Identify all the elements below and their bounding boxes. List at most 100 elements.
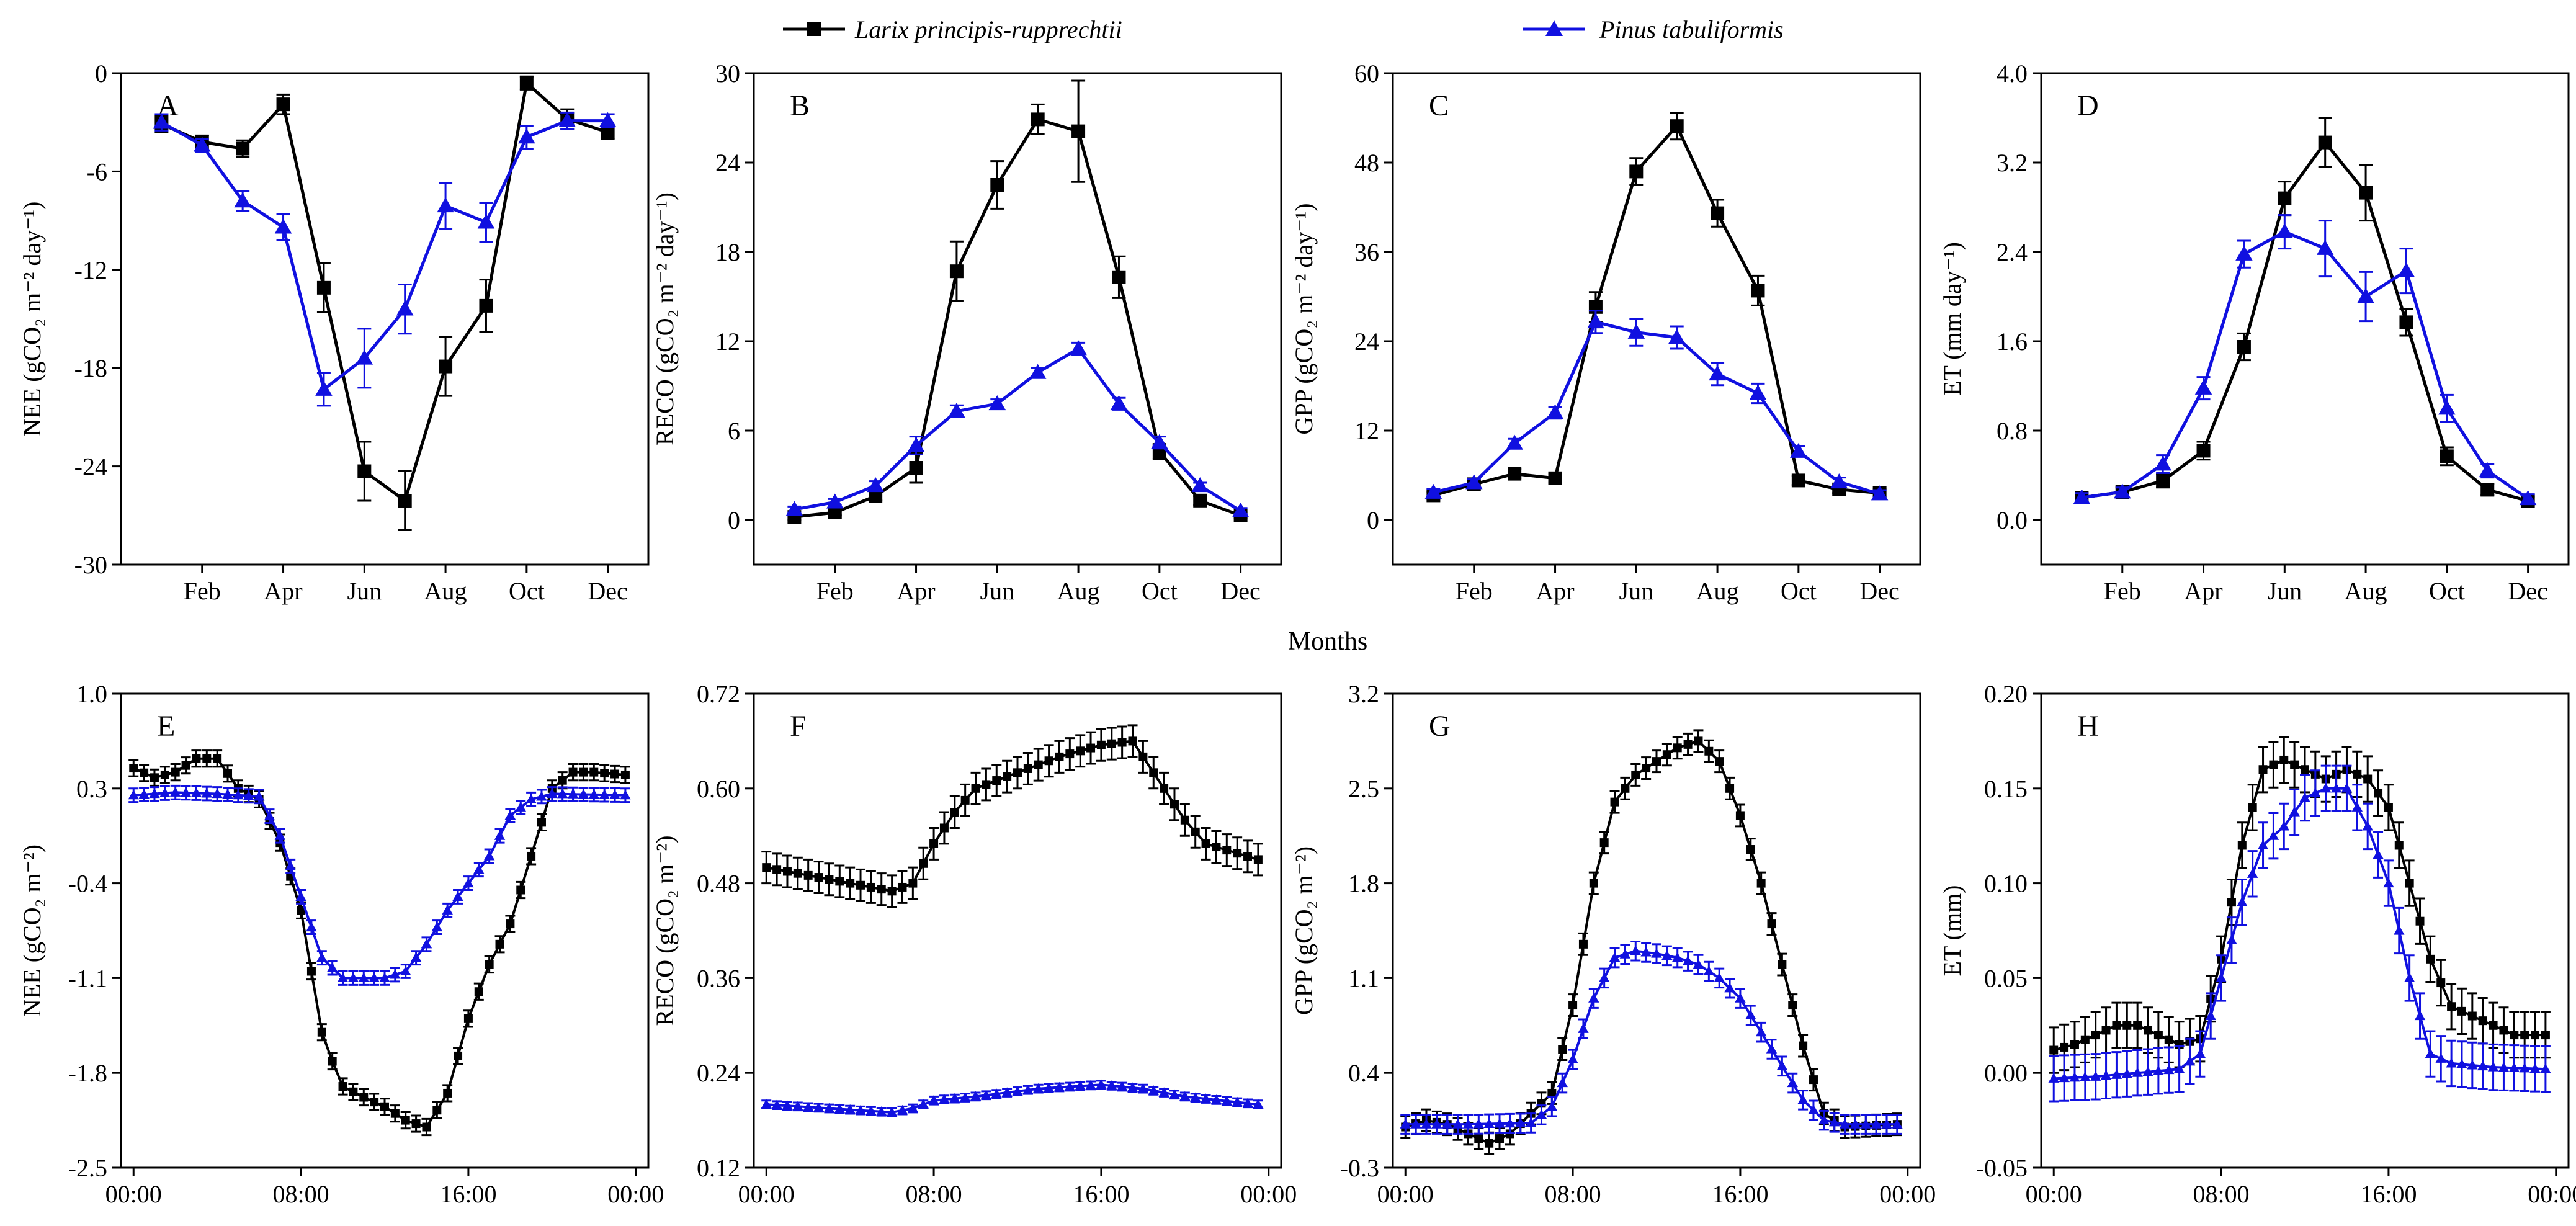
data-point	[1160, 784, 1169, 793]
data-point	[138, 789, 150, 799]
data-point	[1598, 972, 1610, 982]
data-point	[2414, 1010, 2426, 1021]
y-tick-label: 2.4	[1997, 238, 2028, 266]
y-tick-label: 0.05	[1984, 964, 2028, 992]
data-point	[525, 794, 537, 803]
x-tick-label: Aug	[424, 577, 467, 605]
x-tick-label: 00:00	[738, 1180, 795, 1208]
data-point	[2383, 877, 2394, 888]
data-point	[1642, 764, 1651, 773]
data-point	[1070, 340, 1087, 356]
data-point	[919, 859, 928, 868]
series-pinus	[785, 340, 1250, 517]
data-point	[1766, 1044, 1778, 1054]
data-point	[865, 1105, 877, 1116]
data-point	[358, 972, 370, 982]
data-point	[1881, 1119, 1892, 1129]
x-tick-label: Dec	[1859, 577, 1899, 605]
data-point	[813, 1102, 825, 1112]
data-point	[877, 885, 886, 894]
data-point	[2397, 262, 2415, 277]
data-point	[826, 493, 844, 509]
data-point	[1578, 1023, 1589, 1033]
data-point	[2258, 765, 2268, 774]
data-point	[1828, 1117, 1840, 1127]
y-tick-label: 3.2	[1348, 680, 1379, 708]
data-point	[1012, 1086, 1023, 1096]
data-point	[1137, 1083, 1149, 1093]
data-point	[1138, 752, 1148, 761]
data-point	[463, 1014, 473, 1023]
data-point	[1788, 1001, 1797, 1010]
y-tick-label: 0.36	[697, 964, 740, 992]
data-point	[2235, 245, 2253, 261]
data-point	[2248, 803, 2257, 812]
data-point	[1506, 434, 1523, 450]
data-point	[477, 213, 495, 229]
x-tick-label: 08:00	[1545, 1180, 1601, 1208]
data-point	[1724, 983, 1735, 993]
data-point	[1662, 750, 1671, 759]
data-point	[1682, 955, 1694, 965]
data-point	[1871, 485, 1889, 501]
y-tick-label: -2.5	[68, 1154, 107, 1182]
data-point	[2112, 1021, 2121, 1030]
data-point	[2122, 1021, 2132, 1030]
x-tick-label: Oct	[1781, 577, 1817, 605]
data-point	[802, 1101, 814, 1111]
data-point	[234, 192, 251, 208]
data-point	[588, 789, 600, 799]
data-point	[2440, 449, 2454, 463]
y-tick-label: 12	[1354, 417, 1379, 445]
data-point	[411, 1119, 421, 1129]
data-point	[2279, 755, 2289, 764]
data-point	[1221, 1095, 1233, 1106]
data-point	[1180, 815, 1189, 825]
series-pinus	[2048, 764, 2551, 1103]
plot-frame	[753, 72, 1282, 566]
data-point	[2498, 1062, 2510, 1072]
y-axis-label: RECO (gCO₂ m⁻²)	[651, 835, 679, 1026]
data-point	[380, 1102, 389, 1111]
data-point	[1515, 1117, 1526, 1127]
data-point	[212, 788, 223, 799]
data-point	[306, 921, 317, 932]
legend-marker-larix	[807, 22, 821, 36]
data-point	[1494, 1118, 1505, 1128]
data-point	[948, 403, 965, 418]
data-point	[2425, 1048, 2436, 1058]
shared-x-axis-label: Months	[1288, 627, 1367, 656]
data-point	[276, 97, 290, 112]
series-line	[1433, 320, 1881, 496]
data-point	[315, 380, 333, 396]
data-point	[171, 767, 180, 777]
data-point	[1839, 1119, 1851, 1129]
series-line	[133, 791, 625, 980]
data-point	[1253, 855, 1263, 864]
y-tick-label: 48	[1354, 149, 1379, 177]
data-point	[1410, 1119, 1421, 1129]
data-point	[2237, 897, 2248, 906]
data-point	[1694, 736, 1703, 746]
data-point	[970, 1091, 982, 1101]
data-point	[2320, 783, 2332, 793]
panel-letter: G	[1429, 710, 1451, 743]
y-tick-label: 24	[1354, 328, 1379, 356]
data-point	[2090, 1071, 2101, 1081]
data-point	[1860, 1119, 1872, 1129]
plot-frame	[120, 72, 650, 566]
data-point	[1808, 1104, 1819, 1114]
series-larix	[1400, 729, 1902, 1155]
data-point	[1022, 1085, 1034, 1094]
x-tick-label: 00:00	[2026, 1180, 2082, 1208]
data-point	[2048, 1073, 2059, 1083]
data-point	[772, 865, 782, 874]
legend: Larix principis-rupprechtii Pinus tabuli…	[783, 16, 1784, 43]
y-tick-label: 18	[715, 238, 740, 266]
y-tick-label: 1.1	[1348, 964, 1379, 992]
data-point	[1253, 1099, 1264, 1109]
data-point	[1452, 1119, 1464, 1129]
data-point	[2114, 483, 2131, 499]
data-point	[2247, 868, 2258, 878]
y-tick-label: 3.2	[1997, 149, 2028, 177]
